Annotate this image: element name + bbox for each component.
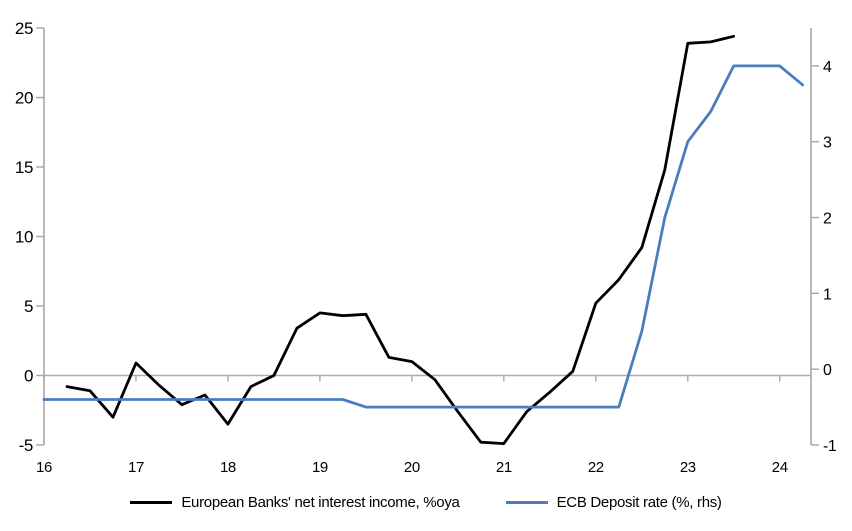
nii-legend-line-swatch <box>130 501 173 504</box>
right-axis-tick-label: 0 <box>823 362 832 379</box>
left-axis-tick-label: 15 <box>15 158 33 177</box>
x-axis-tick-label: 16 <box>36 459 52 476</box>
x-axis-tick-label: 24 <box>772 459 788 476</box>
ecb-rate-line <box>42 64 805 409</box>
legend-item-ecb-rate: ECB Deposit rate (%, rhs) <box>505 494 722 511</box>
left-axis-tick-label: 5 <box>24 297 33 316</box>
x-axis-tick-label: 20 <box>404 459 420 476</box>
x-axis-tick-label: 23 <box>680 459 696 476</box>
left-axis-tick-label: 20 <box>15 89 33 108</box>
ecb-rate-legend-line-swatch <box>505 501 548 504</box>
left-axis-tick-label: 10 <box>15 228 33 247</box>
nii-legend-label: European Banks' net interest income, %oy… <box>181 494 460 511</box>
left-axis-tick-label: -5 <box>19 436 33 455</box>
chart-legend: European Banks' net interest income, %oy… <box>0 494 852 511</box>
right-axis-tick-label: 4 <box>823 59 832 76</box>
x-axis-tick-label: 18 <box>220 459 236 476</box>
right-axis-tick-label: 2 <box>823 211 832 228</box>
x-axis-tick-label: 17 <box>128 459 144 476</box>
left-axis-tick-label: 25 <box>15 19 33 38</box>
right-axis-tick-label: -1 <box>823 438 837 455</box>
x-axis-tick-label: 21 <box>496 459 512 476</box>
legend-item-nii: European Banks' net interest income, %oy… <box>130 494 460 511</box>
right-axis-tick-label: 1 <box>823 286 832 303</box>
x-axis-tick-label: 22 <box>588 459 604 476</box>
x-axis-tick-label: 19 <box>312 459 328 476</box>
nii-line <box>65 34 736 446</box>
right-axis-tick-label: 3 <box>823 135 832 152</box>
ecb-rate-legend-label: ECB Deposit rate (%, rhs) <box>556 494 722 511</box>
left-axis-tick-label: 0 <box>24 367 33 386</box>
